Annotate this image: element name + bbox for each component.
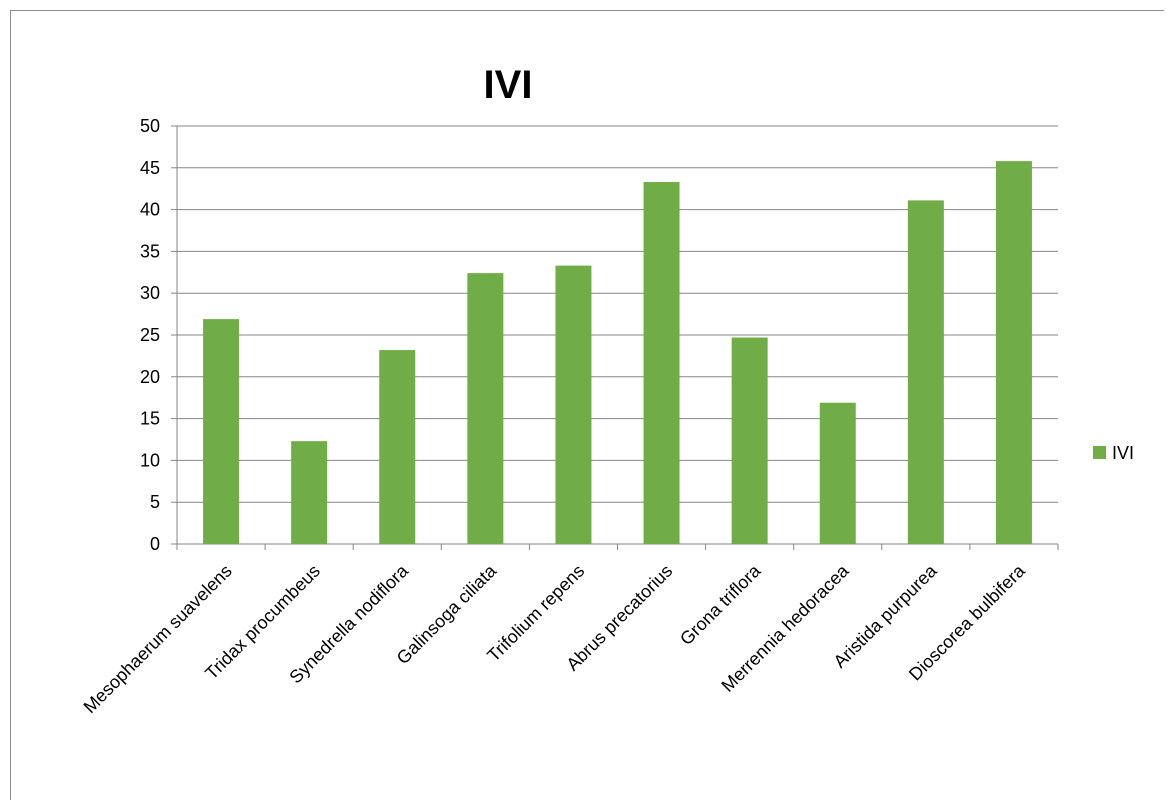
x-category-label: Mesophaerum suavelens (80, 561, 236, 717)
y-tick-label: 30 (140, 283, 160, 303)
bar (995, 161, 1032, 544)
bar (467, 273, 504, 544)
y-tick-label: 50 (140, 116, 160, 136)
y-tick-label: 0 (150, 534, 160, 554)
bar (379, 350, 416, 544)
legend-swatch (1093, 446, 1106, 459)
y-tick-label: 10 (140, 450, 160, 470)
chart-frame (10, 10, 1164, 800)
y-tick-label: 20 (140, 367, 160, 387)
y-tick-label: 40 (140, 200, 160, 220)
chart-title: IVI (484, 63, 533, 107)
y-tick-label: 45 (140, 158, 160, 178)
bar (819, 402, 856, 544)
bars (203, 161, 1032, 545)
bar (555, 265, 592, 544)
y-tick-label: 25 (140, 325, 160, 345)
y-axis-ticks: 0 5 10 15 20 25 30 35 40 45 50 (140, 116, 177, 554)
bar (203, 319, 240, 544)
bar (907, 200, 944, 545)
bar (291, 441, 328, 544)
legend-label: IVI (1112, 443, 1134, 463)
y-tick-label: 35 (140, 241, 160, 261)
legend: IVI (1093, 443, 1134, 463)
y-tick-label: 5 (150, 492, 160, 512)
y-tick-label: 15 (140, 409, 160, 429)
bar (643, 182, 680, 544)
bar (731, 337, 768, 544)
x-category-label: Grona triflora (676, 560, 765, 649)
